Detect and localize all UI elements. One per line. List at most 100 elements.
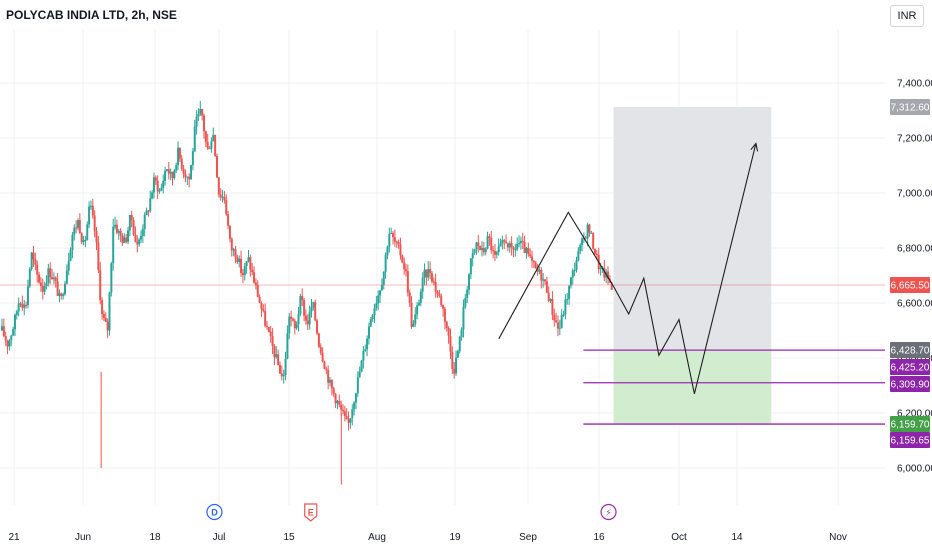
candle-body [445,321,448,329]
candle-body [416,305,419,315]
candle-body [436,291,439,294]
candle-body [267,327,270,332]
y-tick-label: 7,400.00 [897,79,932,90]
candle-body [425,269,428,278]
candle-body [330,379,333,389]
candle-body [160,187,163,191]
candle-body [590,232,593,234]
candle-body [551,299,554,315]
candle-body [91,205,94,216]
candle-body [177,147,180,166]
price-tag-label: 6,428.70 [891,346,930,357]
price-tag-label: 6,159.70 [891,420,930,431]
candle-body [354,393,357,403]
candle-body [210,141,213,149]
candle-body [610,282,613,290]
candle-body [519,240,522,244]
projection-path[interactable] [613,143,757,394]
candle-body [214,134,217,157]
candle-body [273,346,276,358]
candle-body [62,294,65,296]
candle-body [39,282,42,286]
price-tags: 7,312.60 6,665.50 6,428.70 6,425.20 6,309.90… [890,99,930,448]
candle-body [232,249,235,251]
candle-body [26,286,29,305]
stop-zone[interactable] [613,350,772,425]
candle-body [88,206,91,225]
x-tick-label: Jun [75,532,91,543]
candle-body [186,176,189,178]
candle-body [212,134,215,142]
candle-body [405,269,408,272]
candle-body [215,156,218,178]
earnings-marker[interactable] [304,503,318,522]
candle-body [594,248,597,255]
x-tick-label: Oct [671,532,687,543]
candle-body [562,314,565,316]
candle-body [486,236,489,249]
dividend-marker[interactable] [206,503,223,521]
candle-body [347,419,350,423]
price-tag-label: 7,312.60 [891,103,930,114]
candle-body [80,233,83,243]
candle-body [251,269,254,273]
candle-body [427,268,430,278]
entry-price-tag [890,342,930,358]
candle-body [65,270,68,284]
candle-body [367,326,370,339]
event-markers[interactable]: D E ⚡ [206,503,617,522]
candle-body [603,267,606,278]
candle-body [358,371,361,378]
candle-body [447,328,450,337]
candle-body [203,115,206,132]
candle-body [130,214,133,221]
candle-body [343,411,346,417]
candle-body [475,242,478,250]
candle-body [304,315,307,321]
candle-body [503,240,506,242]
candle-body [434,281,437,292]
dividend-marker-label: D [211,508,218,518]
candle-body [303,300,306,316]
candle-body [340,404,343,410]
candle-body [58,293,61,296]
candle-body [290,316,293,319]
candle-body [353,402,356,410]
candle-body [152,177,155,193]
candle-body [134,234,137,242]
candle-body [393,237,396,242]
candle-body [117,230,120,233]
candle-body [532,260,535,263]
candle-body [193,126,196,152]
target-zone[interactable] [613,107,772,351]
candle-body [21,303,24,308]
candle-body [599,268,602,270]
candle-body [78,220,81,234]
candle-body [112,226,115,264]
candle-body [460,329,463,337]
candle-body [182,168,185,174]
pattern-path[interactable] [498,211,615,340]
candle-body [169,171,172,174]
currency-selector[interactable]: INR [890,5,924,27]
candle-body [455,357,458,374]
candle-body [76,220,79,228]
candle-body [132,220,135,235]
candle-body [480,248,483,250]
candle-body [477,242,480,246]
candle-body [17,303,20,312]
candle-body [167,169,170,174]
candle-body [28,268,31,287]
candle-body [369,319,372,327]
candle-body [34,259,37,265]
candle-body [127,230,130,242]
candle-body [521,240,524,242]
split-marker[interactable] [600,503,617,521]
candle-body [180,158,183,169]
candle-body [390,233,393,235]
candle-body [191,151,194,166]
candle-body [147,210,150,212]
drawings[interactable] [0,142,885,425]
axes: 6,000.006,200.006,400.006,600.006,800.00… [8,79,932,544]
